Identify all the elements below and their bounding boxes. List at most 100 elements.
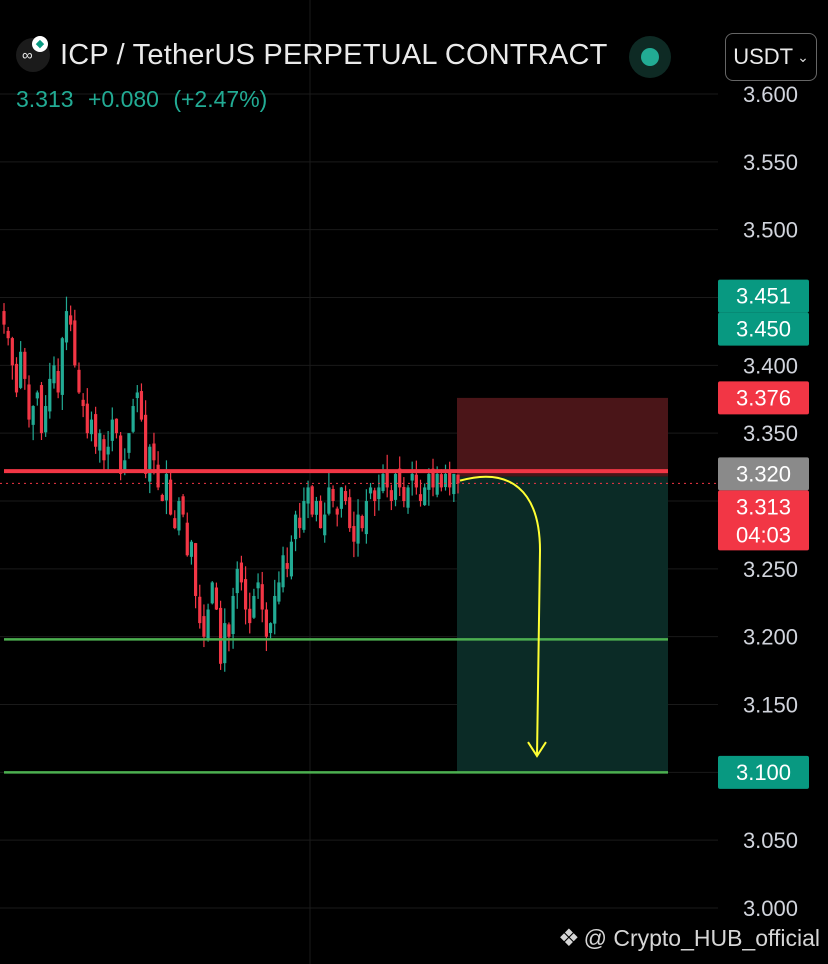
candle-body [127, 433, 131, 453]
price-change-percent: (+2.47%) [173, 86, 268, 112]
candle-body [189, 541, 194, 557]
candle-body [64, 311, 69, 343]
candle-body [148, 446, 152, 482]
candle-body [19, 351, 23, 388]
binance-logo-icon: ❖ [558, 925, 580, 952]
pair-title[interactable]: ICP / TetherUS PERPETUAL CONTRACT [60, 38, 608, 71]
candle-body [306, 487, 310, 504]
price-badge-value: 3.376 [736, 385, 791, 410]
candle-body [456, 474, 460, 484]
candle-body [443, 473, 448, 488]
candle-body [281, 555, 285, 588]
price-badge-value: 3.450 [736, 317, 791, 342]
candle-body [235, 568, 239, 594]
candle-body [114, 418, 119, 434]
candle-body [414, 474, 418, 488]
candle-body [268, 623, 273, 634]
currency-select[interactable]: USDT ⌄ [725, 33, 817, 81]
candle-body [94, 414, 98, 447]
candle-body [60, 338, 64, 395]
watermark-text: @ Crypto_HUB_official [583, 925, 820, 951]
candle-body [6, 330, 10, 339]
candle-body [218, 607, 223, 664]
axis-tick-label: 3.200 [743, 625, 798, 650]
candle-body [164, 473, 169, 501]
price-badge-countdown: 04:03 [736, 522, 791, 547]
last-price: 3.313 [16, 86, 74, 112]
candle-body [10, 338, 14, 366]
candles [2, 296, 460, 672]
candle-body [223, 623, 227, 664]
candle-body [156, 464, 160, 488]
candle-body [385, 470, 389, 488]
candle-body [423, 487, 427, 506]
arrowhead-icon [527, 741, 547, 758]
candle-body [206, 609, 210, 641]
candle-body [352, 526, 356, 542]
candle-body [85, 403, 89, 434]
market-status-indicator[interactable] [629, 36, 671, 78]
candle-body [293, 514, 298, 540]
candle-body [139, 391, 144, 420]
candle-body [452, 473, 456, 495]
watermark: ❖ @ Crypto_HUB_official [558, 924, 820, 953]
candle-body [377, 487, 381, 500]
candle-body [343, 491, 348, 501]
candle-body [231, 595, 235, 635]
diamond-badge-icon: ◆ [32, 36, 48, 52]
chevron-down-icon: ⌄ [797, 48, 809, 65]
candle-body [256, 582, 260, 589]
candle-body [368, 487, 373, 494]
axis-tick-label: 3.250 [743, 557, 798, 582]
candle-body [27, 384, 31, 420]
candle-body [431, 468, 435, 488]
icp-logo: ∞ ◆ [16, 36, 50, 72]
grid-lines [0, 0, 718, 964]
candle-body [389, 490, 393, 501]
candle-body [393, 473, 398, 500]
price-badge-value: 3.451 [736, 284, 791, 309]
price-badge [718, 381, 809, 415]
axis-tick-label: 3.050 [743, 828, 798, 853]
candle-body [248, 608, 252, 624]
candle-body [89, 419, 94, 435]
candle-body [243, 579, 248, 610]
candle-body [181, 496, 185, 515]
axis-tick-label: 3.600 [743, 82, 798, 107]
status-dot-icon [641, 48, 659, 66]
candle-body [273, 595, 277, 624]
candle-body [331, 488, 335, 501]
axis-tick-label: 3.550 [743, 150, 798, 175]
candle-body [227, 624, 231, 637]
candle-body [435, 473, 439, 495]
candle-body [448, 472, 452, 488]
horizontal-lines[interactable] [0, 469, 718, 774]
candle-body [356, 514, 360, 544]
candle-body [185, 522, 189, 556]
axis-tick-label: 3.500 [743, 218, 798, 243]
candle-body [102, 439, 106, 461]
candle-body [318, 500, 323, 529]
candle-body [193, 543, 198, 596]
candle-body [119, 435, 123, 474]
candle-body [398, 468, 402, 488]
chart-header: ∞ ◆ ICP / TetherUS PERPETUAL CONTRACT [16, 36, 608, 72]
candle-body [348, 497, 352, 529]
candle-body [106, 446, 110, 455]
candle-body [98, 433, 102, 451]
price-labels: 3.451 3.450 3.376 3.320 3.313 04:03 3.100 [718, 279, 809, 789]
candle-body [52, 365, 56, 384]
candle-body [285, 563, 289, 569]
candle-body [31, 406, 35, 425]
candle-body [310, 486, 314, 515]
axis-tick-label: 3.000 [743, 896, 798, 921]
candle-body [427, 473, 431, 490]
candle-body [73, 320, 77, 366]
candle-body [314, 501, 318, 515]
candle-body [418, 494, 423, 501]
candle-body [152, 443, 156, 461]
candle-body [69, 315, 73, 325]
candle-body [406, 487, 410, 508]
price-badge [718, 457, 809, 491]
